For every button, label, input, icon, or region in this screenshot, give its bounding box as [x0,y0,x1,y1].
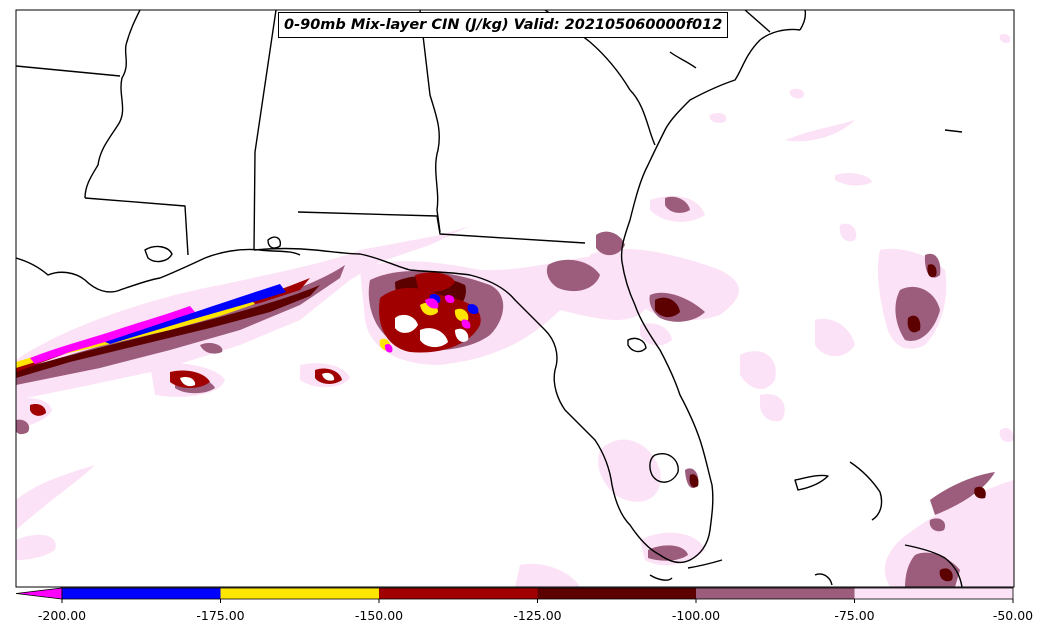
colorbar-tick-label: -75.00 [834,608,875,623]
colorbar-bin [696,588,855,599]
colorbar-bin [537,588,696,599]
colorbar [15,587,1014,603]
colorbar-bin [62,588,221,599]
colorbar-tick-label: -125.00 [513,608,562,623]
cin-contour-blue [100,284,479,344]
cin-clear-patches [180,314,469,387]
colorbar-under-arrow [15,587,63,600]
colorbar-tick-label: -200.00 [37,608,87,623]
map-title: 0-90mb Mix-layer CIN (J/kg) Valid: 20210… [278,12,729,38]
map-boundaries [16,10,963,587]
colorbar-bin [379,588,538,599]
colorbar-tick-label: -50.00 [992,608,1034,623]
colorbar-tick-label: -100.00 [671,608,721,623]
colorbar-bin [220,588,379,599]
cin-contour-magenta [30,294,471,364]
colorbar-tick-label: -150.00 [354,608,404,623]
colorbar-bin [854,588,1013,599]
colorbar-tick-label: -175.00 [196,608,245,623]
map-frame [15,9,1015,588]
